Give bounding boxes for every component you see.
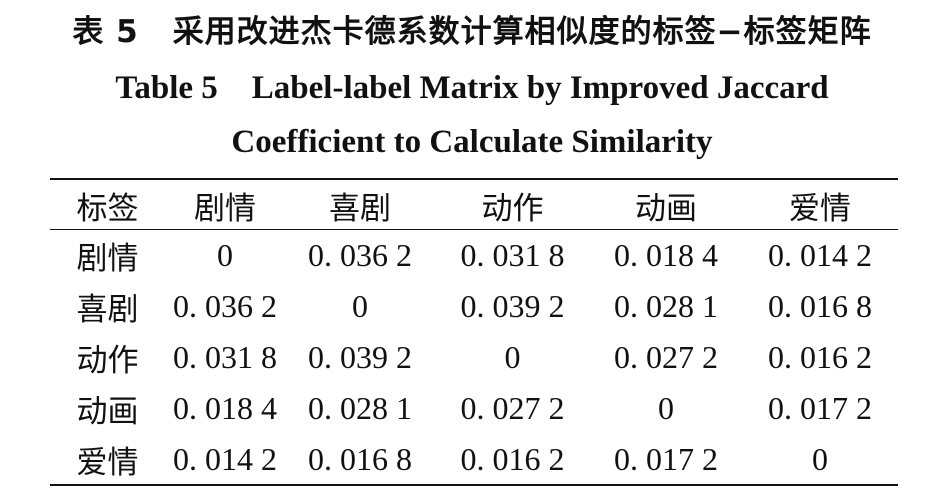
table-header-row: 标签 剧情 喜剧 动作 动画 爱情 bbox=[50, 180, 898, 230]
table-cell: 0. 027 2 bbox=[460, 390, 565, 426]
table-cell: 0. 036 2 bbox=[308, 237, 412, 273]
table-cell: 0. 039 2 bbox=[308, 339, 412, 375]
header-cell-drama: 剧情 bbox=[194, 190, 256, 227]
table-number-chinese: 表 5 bbox=[72, 14, 139, 50]
table-cell: 0 bbox=[217, 237, 233, 273]
table-cell: 0. 017 2 bbox=[614, 441, 718, 477]
table-cell: 0 bbox=[812, 441, 828, 477]
table-row: 动画 0. 018 4 0. 028 1 0. 027 2 0 0. 017 2 bbox=[50, 383, 898, 434]
table-cell: 0. 031 8 bbox=[460, 237, 565, 273]
table-cell: 0. 036 2 bbox=[173, 288, 277, 324]
table-row: 动作 0. 031 8 0. 039 2 0 0. 027 2 0. 016 2 bbox=[50, 332, 898, 383]
table-cell: 0. 028 1 bbox=[308, 390, 412, 426]
header-cell-romance: 爱情 bbox=[789, 190, 851, 227]
table-bottom-rule bbox=[50, 484, 898, 486]
table-cell: 0. 017 2 bbox=[768, 390, 872, 426]
table-caption-english-line2: Coefficient to Calculate Similarity bbox=[0, 116, 944, 168]
table-cell: 0. 014 2 bbox=[173, 441, 277, 477]
table-caption-chinese: 表 5 采用改进杰卡德系数计算相似度的标签−标签矩阵 bbox=[0, 6, 944, 58]
table-cell: 0 bbox=[658, 390, 674, 426]
table-cell: 0 bbox=[504, 339, 521, 375]
table-cell: 0. 028 1 bbox=[614, 288, 718, 324]
table-row: 爱情 0. 014 2 0. 016 8 0. 016 2 0. 017 2 0 bbox=[50, 434, 898, 485]
header-cell-comedy: 喜剧 bbox=[329, 190, 391, 227]
header-cell-label: 标签 bbox=[76, 190, 139, 227]
table-row: 喜剧 0. 036 2 0 0. 039 2 0. 028 1 0. 016 8 bbox=[50, 281, 898, 332]
table-row: 剧情 0 0. 036 2 0. 031 8 0. 018 4 0. 014 2 bbox=[50, 230, 898, 281]
row-label: 喜剧 bbox=[76, 292, 139, 328]
table-cell: 0. 018 4 bbox=[614, 237, 718, 273]
table-title-english-line2: Coefficient to Calculate Similarity bbox=[231, 124, 713, 160]
table-cell: 0. 016 2 bbox=[460, 441, 565, 477]
table-number-english: Table 5 bbox=[115, 70, 218, 106]
table-header-rule bbox=[50, 229, 898, 230]
table-cell: 0 bbox=[352, 288, 368, 324]
table-cell: 0. 016 2 bbox=[768, 339, 872, 375]
row-label: 动画 bbox=[76, 394, 139, 430]
row-label: 动作 bbox=[76, 343, 139, 379]
table-cell: 0. 016 8 bbox=[308, 441, 412, 477]
table-cell: 0. 039 2 bbox=[460, 288, 565, 324]
table-caption-english-line1: Table 5 Label-label Matrix by Improved Ja… bbox=[0, 62, 944, 114]
table-cell: 0. 016 8 bbox=[768, 288, 872, 324]
table-title-chinese: 采用改进杰卡德系数计算相似度的标签−标签矩阵 bbox=[172, 14, 872, 50]
table-cell: 0. 018 4 bbox=[173, 390, 277, 426]
table-cell: 0. 027 2 bbox=[614, 339, 718, 375]
table-cell: 0. 031 8 bbox=[173, 339, 277, 375]
row-label: 剧情 bbox=[76, 241, 139, 277]
table-cell: 0. 014 2 bbox=[768, 237, 872, 273]
label-similarity-matrix: 标签 剧情 喜剧 动作 动画 爱情 剧情 0 0. 036 2 0. 031 8… bbox=[50, 180, 898, 485]
header-cell-action: 动作 bbox=[481, 190, 544, 227]
table-top-rule bbox=[50, 178, 898, 180]
header-cell-animation: 动画 bbox=[635, 190, 697, 227]
row-label: 爱情 bbox=[76, 445, 139, 481]
table-title-english-line1: Label-label Matrix by Improved Jaccard bbox=[251, 70, 829, 106]
